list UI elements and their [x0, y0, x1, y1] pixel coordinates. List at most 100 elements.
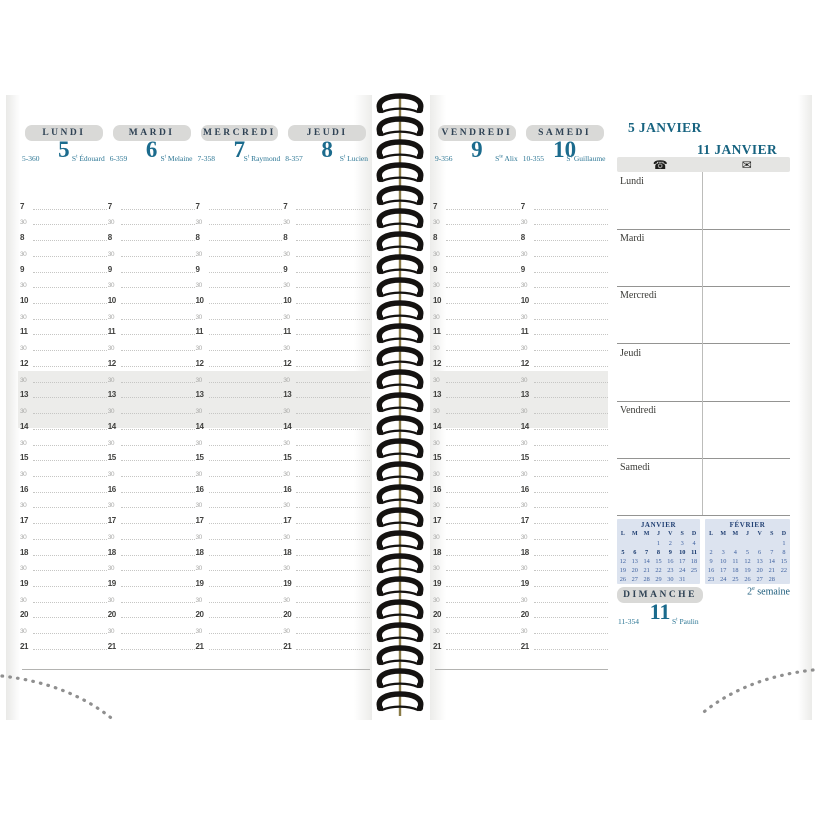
calendar-day: 16 — [707, 567, 715, 574]
hour-row: 7 — [433, 196, 521, 212]
half-hour-row: 30 — [20, 432, 108, 448]
week-row: 1 — [705, 539, 790, 548]
time-writing-line — [120, 379, 195, 383]
calendar-day: 30 — [667, 576, 674, 583]
calendar-day: 6 — [758, 549, 762, 556]
half-hour-label: 30 — [433, 533, 440, 541]
calendar-day: 3 — [721, 549, 725, 556]
hour-label: 17 — [520, 516, 529, 526]
calendar-day: 14 — [768, 558, 775, 565]
time-writing-line — [120, 426, 195, 430]
hour-row: 18 — [196, 542, 284, 558]
lunch-shaded-band — [18, 371, 371, 428]
half-hour-row: 30 — [283, 212, 371, 228]
half-hour-row: 30 — [433, 463, 521, 479]
half-hour-row: 30 — [196, 589, 284, 605]
hour-label: 8 — [107, 233, 112, 243]
half-hour-label: 30 — [107, 596, 115, 604]
half-hour-row: 30 — [433, 400, 521, 416]
time-writing-line — [533, 614, 608, 619]
calendar-day: 20 — [756, 567, 763, 574]
day-name-pill: SAMEDI — [525, 125, 604, 141]
hour-label: 13 — [283, 390, 292, 400]
time-writing-line — [208, 300, 283, 305]
hour-label: 19 — [433, 578, 441, 588]
calendar-day: 13 — [631, 558, 638, 565]
hour-label: 9 — [20, 264, 24, 274]
week-row: 16 17 18 19 20 21 22 — [705, 566, 790, 575]
half-hour-label: 30 — [283, 282, 290, 290]
panel-day-label: Lundi — [620, 176, 644, 187]
hour-label: 7 — [433, 201, 437, 211]
half-hour-label: 30 — [195, 376, 203, 384]
half-hour-row: 30 — [196, 400, 284, 416]
time-writing-line — [208, 410, 283, 415]
calendar-day: 15 — [780, 558, 788, 565]
calendar-day: 1 — [656, 540, 661, 547]
calendar-day: 25 — [732, 576, 739, 583]
time-writing-line — [446, 567, 520, 572]
hour-label: 15 — [283, 453, 292, 463]
hour-row: 20 — [433, 605, 521, 621]
time-writing-line — [533, 253, 608, 257]
hour-label: 16 — [195, 484, 204, 494]
time-writing-line — [533, 599, 608, 603]
phone-icon: ☎ — [652, 157, 668, 172]
day-subrow: 7-358 St Raymond — [196, 154, 284, 165]
half-hour-label: 30 — [107, 345, 115, 353]
hour-label: 7 — [195, 201, 200, 211]
time-writing-line — [120, 394, 195, 399]
calendar-day: 2 — [668, 540, 672, 547]
half-hour-label: 30 — [195, 439, 203, 447]
time-writing-line — [120, 284, 195, 289]
calendar-day: 29 — [655, 576, 662, 583]
calendar-day: 22 — [780, 567, 788, 574]
hour-row: 21 — [196, 636, 284, 652]
time-writing-line — [120, 504, 195, 509]
hour-label: 20 — [283, 610, 292, 620]
hour-label: 10 — [20, 296, 28, 306]
hour-row: 8 — [108, 227, 196, 243]
day-letter: M — [720, 531, 727, 537]
calendar-day: 11 — [691, 549, 698, 556]
time-writing-line — [296, 410, 370, 415]
time-writing-line — [208, 630, 283, 635]
hour-row: 14 — [283, 416, 371, 432]
time-writing-line — [33, 473, 107, 477]
time-writing-line — [446, 379, 520, 383]
time-writing-line — [120, 316, 195, 320]
time-writing-line — [120, 206, 195, 210]
half-hour-row: 30 — [20, 463, 108, 479]
time-writing-line — [446, 583, 520, 587]
hour-row: 12 — [433, 353, 521, 369]
calendar-day: 11 — [732, 558, 739, 565]
calendar-day — [629, 539, 641, 548]
week-number-text: semaine — [754, 586, 790, 598]
calendar-day: 28 — [643, 576, 650, 583]
half-hour-label: 30 — [20, 376, 27, 384]
half-hour-label: 30 — [195, 345, 203, 353]
half-hour-row: 30 — [20, 620, 108, 636]
half-hour-label: 30 — [107, 502, 115, 510]
time-writing-line — [446, 614, 520, 619]
saint-name: Ste Alix — [495, 154, 518, 163]
week-end-date: 11 JANVIER — [697, 142, 778, 157]
half-hour-row: 30 — [521, 589, 609, 605]
half-hour-row: 30 — [196, 337, 284, 353]
calendar-day: 13 — [756, 558, 763, 565]
week-number-label: 2e semaine — [700, 586, 790, 597]
half-hour-row: 30 — [521, 275, 609, 291]
time-writing-line — [446, 221, 520, 226]
hour-row: 7 — [196, 196, 284, 212]
calendar-day: 17 — [679, 558, 686, 565]
calendar-day: 9 — [668, 549, 672, 556]
time-writing-line — [533, 206, 608, 210]
time-writing-line — [296, 583, 370, 587]
hour-row: 21 — [108, 636, 196, 652]
time-writing-line — [296, 457, 370, 462]
hour-row: 9 — [108, 259, 196, 275]
hour-label: 14 — [433, 421, 441, 431]
half-hour-label: 30 — [433, 408, 440, 416]
hour-row: 17 — [283, 510, 371, 526]
